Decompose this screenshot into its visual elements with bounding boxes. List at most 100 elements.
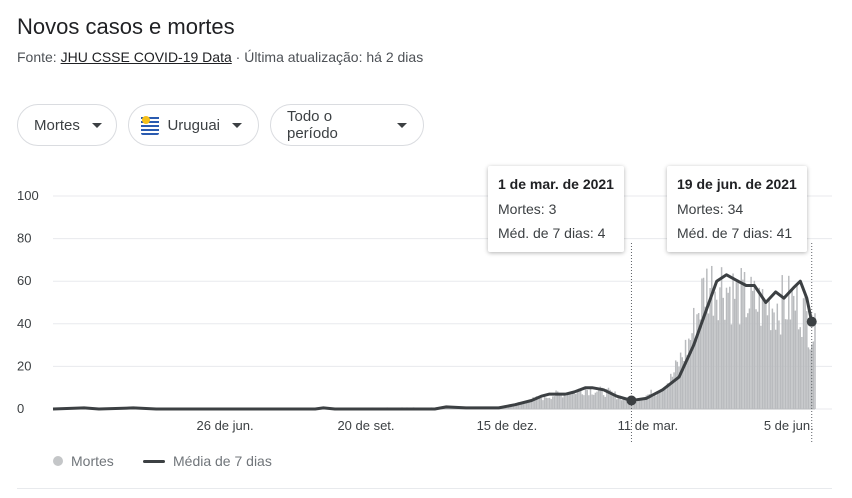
tooltip-jun-2021: 19 de jun. de 2021 Mortes: 34 Méd. de 7 … (667, 166, 807, 252)
bar (773, 312, 775, 409)
bar (520, 402, 523, 409)
bar (804, 295, 806, 409)
tooltip-deaths: Mortes: 34 (677, 200, 744, 217)
bar (674, 360, 677, 409)
country-dropdown[interactable]: Uruguai (128, 104, 259, 146)
bar (668, 383, 670, 409)
bar (679, 352, 682, 409)
bar (563, 393, 566, 409)
y-tick-label: 40 (17, 316, 31, 331)
bar (537, 398, 539, 409)
bar (648, 394, 651, 409)
bar (571, 391, 574, 409)
bar (779, 334, 782, 409)
bar (725, 287, 728, 409)
bar (583, 395, 585, 409)
bar (525, 401, 528, 409)
bar (519, 401, 521, 409)
bar (599, 386, 602, 409)
bar (547, 398, 549, 409)
bar (776, 303, 779, 409)
hover-marker-dot (626, 395, 637, 406)
bar (575, 393, 577, 409)
bar (735, 282, 738, 409)
bar (593, 394, 595, 409)
bar (558, 392, 561, 409)
bar (553, 396, 556, 409)
bar (751, 290, 754, 409)
bar (622, 396, 625, 409)
period-dropdown[interactable]: Todo o período (270, 104, 424, 146)
bar (809, 349, 811, 409)
tooltip-average: Méd. de 7 dias: 4 (498, 225, 606, 241)
bar (619, 395, 621, 409)
x-tick-label: 26 de jun. (197, 418, 254, 433)
bar (806, 311, 808, 409)
bar (774, 329, 777, 409)
chevron-down-icon (91, 122, 102, 128)
bar (801, 336, 803, 409)
y-tick-label: 0 (17, 401, 24, 416)
bar (527, 402, 529, 409)
bar (516, 403, 518, 409)
bar (683, 360, 685, 409)
bar (545, 397, 547, 409)
bar (540, 398, 543, 409)
bar (532, 397, 534, 409)
bar (517, 402, 520, 409)
bar (640, 398, 643, 409)
bar (579, 390, 582, 409)
y-tick-label: 20 (17, 358, 31, 373)
bar (612, 393, 615, 409)
legend-deaths[interactable]: Mortes (53, 453, 114, 469)
bar (699, 319, 702, 409)
bar (614, 391, 616, 409)
chevron-down-icon (232, 122, 242, 128)
bar (753, 280, 756, 409)
bar (638, 400, 641, 409)
period-dropdown-label: Todo o período (287, 108, 338, 142)
bar (591, 394, 593, 409)
bar (604, 396, 606, 409)
bar (538, 395, 541, 409)
bar (727, 292, 729, 409)
bar (748, 308, 751, 409)
bar (681, 357, 684, 409)
bar (555, 390, 557, 409)
bar (578, 388, 580, 409)
bar (720, 267, 723, 409)
bar (666, 383, 669, 409)
average-line (52, 273, 816, 411)
bar (670, 373, 672, 409)
bar (707, 313, 710, 409)
bar (760, 325, 762, 409)
bar (791, 290, 793, 409)
bar (763, 302, 765, 409)
metric-dropdown[interactable]: Mortes (17, 104, 117, 146)
bar (565, 395, 567, 409)
bar (522, 401, 525, 409)
bar (656, 393, 659, 409)
source-link[interactable]: JHU CSSE COVID-19 Data (60, 49, 232, 65)
x-tick-label: 15 de dez. (477, 418, 538, 433)
bar (560, 393, 562, 409)
bar (552, 396, 554, 409)
country-dropdown-label: Uruguai (167, 116, 220, 134)
bar (740, 268, 742, 409)
bar (529, 402, 531, 409)
bar (530, 400, 533, 409)
bar (611, 391, 613, 409)
bar (691, 333, 693, 409)
legend-average[interactable]: Média de 7 dias (143, 453, 272, 469)
bar (761, 289, 764, 409)
bar (514, 405, 516, 409)
bar (706, 268, 708, 409)
y-tick-label: 80 (17, 231, 31, 246)
bar (722, 297, 724, 409)
bar (799, 327, 801, 409)
bar (717, 320, 720, 409)
bar (543, 394, 546, 409)
hover-marker-dot (806, 316, 817, 327)
bar (570, 394, 572, 409)
